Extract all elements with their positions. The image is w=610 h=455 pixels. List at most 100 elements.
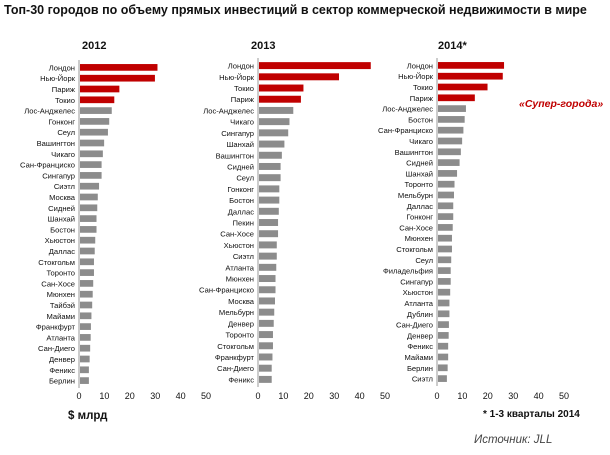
bar: [438, 180, 455, 188]
category-label: Чикаго: [51, 150, 75, 159]
category-label: Нью-Йорк: [219, 73, 255, 82]
bar: [259, 62, 371, 70]
category-label: Мюнхен: [226, 275, 254, 284]
category-label: Сингапур: [42, 171, 75, 180]
bar: [438, 256, 452, 264]
category-label: Даллас: [49, 247, 75, 256]
bar: [259, 140, 285, 148]
x-tick-label: 10: [278, 391, 288, 401]
bar: [80, 107, 112, 114]
bar: [259, 297, 275, 305]
chart-title: Топ-30 городов по объему прямых инвестиц…: [4, 3, 587, 17]
category-label: Сингапур: [400, 277, 433, 286]
category-label: Феникс: [228, 375, 254, 384]
bar: [80, 172, 102, 179]
category-label: Даллас: [407, 202, 433, 211]
x-tick-label: 30: [150, 391, 160, 401]
bar: [259, 342, 273, 350]
category-label: Денвер: [228, 319, 254, 328]
category-label: Сеул: [57, 128, 75, 137]
bar: [259, 129, 289, 137]
category-label: Сан-Франциско: [378, 126, 433, 135]
category-label: Атланта: [46, 333, 75, 342]
bar: [438, 83, 488, 91]
bar: [259, 230, 279, 238]
category-label: Хьюстон: [403, 288, 433, 297]
bar: [259, 84, 304, 92]
bar: [438, 267, 451, 274]
category-label: Сиэтл: [54, 182, 75, 191]
category-label: Токио: [234, 84, 254, 93]
category-label: Хьюстон: [224, 241, 254, 250]
bar: [259, 375, 272, 383]
x-tick-label: 30: [329, 391, 339, 401]
bar: [80, 301, 93, 309]
bar: [438, 72, 503, 80]
bar: [438, 148, 461, 156]
category-label: Берлин: [49, 377, 75, 386]
x-tick-label: 10: [99, 391, 109, 401]
bar: [438, 105, 466, 112]
category-label: Шанхай: [47, 215, 75, 224]
bar: [80, 139, 105, 147]
category-label: Тайбэй: [50, 301, 75, 310]
bar: [438, 224, 453, 231]
x-tick-label: 20: [483, 391, 493, 401]
category-label: Феникс: [49, 366, 75, 375]
bar: [438, 353, 449, 361]
panel-title-2014: 2014*: [438, 40, 467, 52]
bar: [259, 196, 280, 204]
category-label: Сан-Франциско: [20, 161, 75, 170]
x-tick-label: 40: [176, 391, 186, 401]
bar: [259, 364, 272, 372]
category-label: Франкфурт: [36, 323, 76, 332]
x-tick-label: 50: [201, 391, 211, 401]
x-tick-label: 10: [457, 391, 467, 401]
bar: [80, 64, 158, 71]
x-tick-label: 0: [76, 391, 81, 401]
category-label: Франкфурт: [215, 353, 255, 362]
bar: [80, 161, 102, 168]
bar: [438, 364, 448, 372]
bar: [80, 355, 90, 363]
bar: [438, 278, 451, 285]
category-label: Майами: [46, 312, 75, 321]
bar: [80, 258, 94, 266]
category-label: Гонконг: [227, 185, 254, 194]
bar: [438, 245, 452, 253]
bar: [259, 219, 279, 226]
bar: [438, 94, 475, 102]
category-label: Париж: [410, 94, 434, 103]
category-label: Берлин: [407, 364, 433, 373]
bar: [80, 312, 92, 320]
category-label: Даллас: [228, 207, 254, 216]
bar: [80, 290, 93, 298]
bar: [80, 118, 110, 125]
bar: [80, 182, 100, 190]
category-label: Париж: [231, 95, 255, 104]
x-tick-label: 40: [534, 391, 544, 401]
bar: [438, 321, 449, 328]
category-label: Нью-Йорк: [398, 72, 434, 81]
bar: [80, 193, 98, 201]
category-label: Москва: [228, 297, 255, 306]
bar: [438, 202, 454, 210]
bar: [80, 280, 94, 287]
category-label: Стокгольм: [38, 258, 75, 267]
category-label: Лондон: [228, 62, 254, 71]
panel-title-2012: 2012: [82, 40, 107, 52]
category-label: Мюнхен: [47, 290, 75, 299]
category-label: Сеул: [236, 174, 254, 183]
bar: [438, 332, 449, 339]
bar: [259, 106, 294, 114]
category-label: Гонконг: [48, 117, 75, 126]
category-label: Сидней: [48, 204, 75, 213]
category-label: Шанхай: [226, 140, 254, 149]
category-label: Вашингтон: [395, 148, 433, 157]
bar: [259, 263, 277, 271]
bar: [80, 128, 108, 136]
bar: [80, 96, 115, 104]
bar: [80, 236, 96, 244]
category-label: Сиэтл: [233, 252, 254, 261]
